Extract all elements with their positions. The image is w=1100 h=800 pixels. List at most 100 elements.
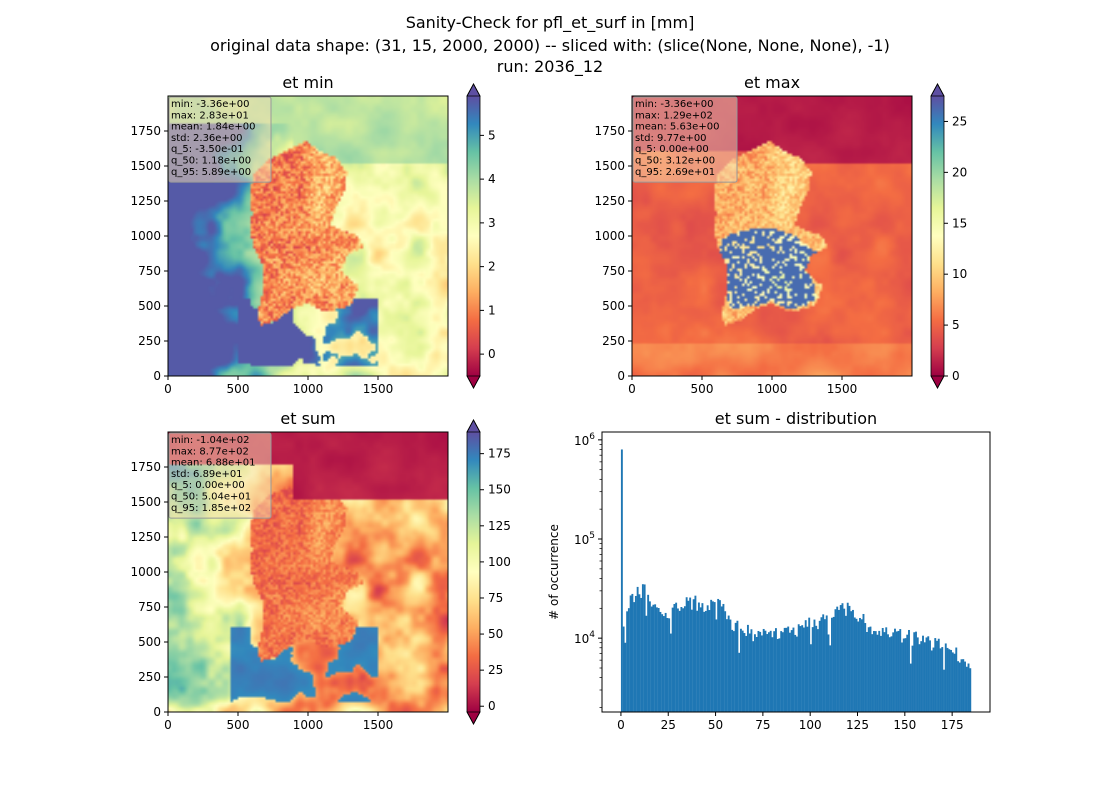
histogram-bar [843, 608, 846, 712]
colorbar-tick-label: 150 [488, 483, 511, 497]
stats-box [632, 96, 738, 183]
histogram-bar [767, 632, 770, 712]
histogram-bar [746, 624, 749, 712]
histogram-bar [822, 614, 825, 712]
x-tick-label: 75 [755, 718, 770, 732]
histogram-bar [853, 617, 856, 712]
histogram-bar [969, 668, 972, 712]
histogram-bar [831, 617, 833, 712]
histogram-bar [753, 634, 756, 712]
histogram-bar [871, 634, 874, 712]
histogram-bar [943, 669, 945, 712]
x-tick-label: 0 [617, 718, 625, 732]
histogram-bar [902, 638, 905, 712]
stats-line: q_95: 5.89e+00 [171, 167, 251, 178]
histogram-bar [750, 629, 753, 712]
y-tick-label: 0 [153, 705, 161, 719]
histogram-bar [796, 636, 798, 712]
histogram-bar [764, 630, 767, 712]
histogram-bar [736, 620, 739, 712]
x-tick-label: 0 [628, 382, 636, 396]
y-tick-label: 1000 [130, 229, 161, 243]
histogram-bar [944, 643, 947, 712]
histogram-bar [675, 602, 678, 712]
histogram-bar [895, 631, 898, 712]
histogram-bar [748, 633, 751, 712]
histogram-bar [636, 586, 639, 712]
histogram-bar [718, 600, 721, 712]
y-tick-label: 105 [574, 531, 595, 547]
histogram-bar [778, 638, 781, 712]
histogram-bar [960, 659, 963, 712]
histogram-bar [888, 637, 891, 712]
colorbar-tick-label: 100 [488, 555, 511, 569]
histogram-bar [927, 636, 930, 712]
histogram-bar [704, 610, 707, 712]
histogram-bar [862, 613, 865, 712]
histogram-bar [752, 641, 755, 712]
y-tick-label: 1000 [594, 229, 625, 243]
histogram-bar [713, 602, 716, 712]
histogram-bar [654, 604, 657, 712]
y-tick-label: 1250 [594, 194, 625, 208]
histogram-bar [648, 601, 651, 712]
histogram-bar [734, 622, 737, 712]
histogram-bar [857, 621, 860, 712]
histogram-bar [792, 627, 795, 712]
x-tick-label: 50 [708, 718, 723, 732]
colorbar-extend-bottom [930, 375, 945, 389]
histogram-bar [890, 636, 893, 712]
histogram-bar [755, 636, 758, 712]
histogram-bar [629, 595, 632, 712]
histogram-bar [785, 627, 788, 712]
y-tick-label: 250 [138, 670, 161, 684]
histogram-bar [687, 600, 690, 712]
histogram-bar [760, 635, 763, 712]
histogram-bar [867, 627, 870, 712]
colorbar-tick-label: 1 [488, 303, 496, 317]
y-tick-label: 104 [574, 630, 595, 646]
y-tick-label: 1000 [130, 565, 161, 579]
stats-line: mean: 5.63e+00 [635, 122, 719, 133]
stats-line: q_50: 3.12e+00 [635, 156, 715, 167]
histogram-bar [788, 632, 791, 712]
histogram-bar [699, 607, 702, 712]
histogram-bar [771, 637, 774, 712]
histogram-bar [818, 620, 821, 712]
histogram-bar [873, 630, 875, 712]
y-tick-label: 250 [138, 334, 161, 348]
stats-line: q_95: 2.69e+01 [635, 167, 715, 178]
stats-line: std: 2.36e+00 [171, 133, 243, 144]
figure-run-label: run: 2036_12 [496, 57, 604, 76]
histogram-bar [711, 601, 714, 712]
histogram-bar [769, 630, 772, 712]
y-tick-label: 1500 [130, 159, 161, 173]
histogram-bar [948, 649, 951, 712]
histogram-bar [729, 619, 732, 712]
y-tick-label: 1750 [130, 124, 161, 138]
histogram-bar [732, 631, 735, 712]
histogram-bar [957, 661, 959, 712]
stats-line: q_50: 5.04e+01 [171, 492, 251, 503]
y-tick-label: 0 [153, 369, 161, 383]
histogram-bar [845, 615, 847, 712]
histogram-bar [827, 634, 830, 712]
histogram-bar [673, 604, 676, 712]
histogram-bar [860, 619, 863, 712]
colorbar-tick-label: 0 [488, 347, 496, 361]
histogram-bar [962, 659, 965, 712]
histogram-bar [815, 625, 818, 712]
x-tick-label: 0 [164, 718, 172, 732]
histogram-bar [950, 649, 952, 712]
histogram-bar [838, 609, 840, 712]
stats-line: max: 1.29e+02 [635, 110, 713, 121]
y-tick-label: 750 [602, 264, 625, 278]
histogram-bar [780, 631, 783, 712]
histogram-bar [820, 617, 823, 712]
histogram-bar [897, 630, 900, 712]
y-tick-label: 1750 [130, 460, 161, 474]
colorbar-outline [466, 83, 481, 389]
histogram-bar [834, 609, 837, 712]
colorbar-tick-label: 75 [488, 591, 503, 605]
histogram-bar [892, 632, 895, 712]
